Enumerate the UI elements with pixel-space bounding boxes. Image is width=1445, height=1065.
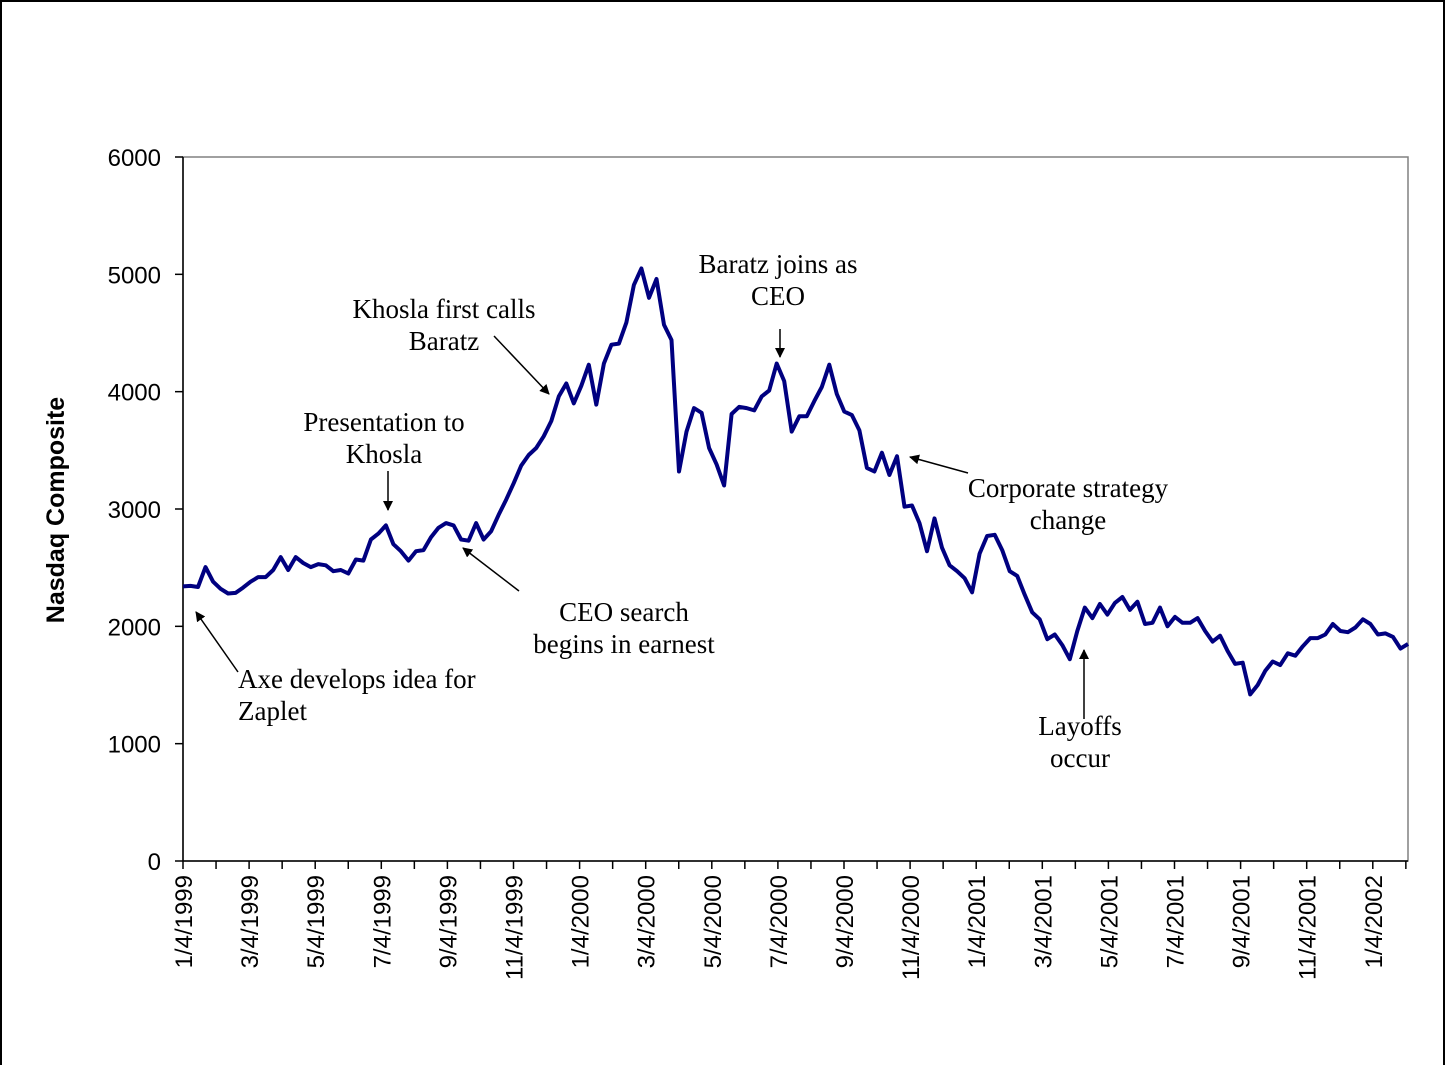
annotation-line: CEO search	[559, 597, 689, 627]
y-tick-label: 2000	[108, 614, 161, 641]
annotation-3: CEO search begins in earnest	[462, 547, 715, 659]
annotation-line: Zaplet	[238, 696, 307, 726]
annotation-line: Layoffs	[1038, 711, 1121, 741]
y-tick-label: 6000	[108, 145, 161, 172]
annotation-4: Khosla first calls Baratz	[353, 294, 550, 395]
annotation-text: Axe develops idea for Zaplet	[238, 664, 476, 726]
annotation-arrow	[909, 454, 969, 474]
annotation-line: occur	[1050, 743, 1110, 773]
annotation-6: Corporate strategy change	[909, 454, 1169, 535]
annotation-1: Axe develops idea for Zaplet	[195, 611, 476, 726]
x-tick-label: 11/4/2000	[898, 875, 925, 980]
annotation-text: Baratz joins as CEO	[699, 249, 858, 311]
annotation-line: Corporate strategy	[968, 473, 1169, 503]
annotation-text: CEO search begins in earnest	[533, 597, 715, 659]
y-tick-label: 0	[148, 849, 161, 876]
annotations: Axe develops idea for Zaplet Presentation …	[195, 249, 1169, 773]
x-tick-label: 7/4/2001	[1163, 875, 1190, 968]
annotation-5: Baratz joins as CEO	[699, 249, 858, 358]
annotation-line: Baratz	[409, 326, 479, 356]
x-tick-label: 11/4/1999	[502, 875, 529, 980]
x-tick-label: 9/4/2000	[832, 875, 859, 968]
annotation-7: Layoffs occur	[1038, 649, 1122, 773]
y-tick-label: 4000	[108, 380, 161, 407]
annotation-text: Khosla first calls Baratz	[353, 294, 536, 356]
x-tick-label: 5/4/1999	[303, 875, 330, 968]
y-tick-label: 1000	[108, 732, 161, 759]
annotation-text: Layoffs occur	[1038, 711, 1121, 773]
x-tick-label: 3/4/2001	[1030, 875, 1057, 968]
x-tick-label: 5/4/2001	[1096, 875, 1123, 968]
x-tick-label: 1/4/2002	[1361, 875, 1388, 968]
x-tick-label: 3/4/1999	[237, 875, 264, 968]
annotation-line: begins in earnest	[533, 629, 715, 659]
y-tick-label: 3000	[108, 497, 161, 524]
annotation-line: Khosla first calls	[353, 294, 536, 324]
x-tick-label: 3/4/2000	[634, 875, 661, 968]
annotation-text: Presentation to Khosla	[303, 407, 464, 469]
annotation-line: Khosla	[346, 439, 423, 469]
annotation-arrow	[462, 547, 520, 592]
annotation-line: Presentation to	[303, 407, 464, 437]
annotation-line: change	[1030, 505, 1106, 535]
y-tick-label: 5000	[108, 262, 161, 289]
annotation-arrow	[195, 611, 239, 673]
annotation-arrow	[493, 335, 550, 395]
x-tick-label: 9/4/1999	[435, 875, 462, 968]
series-line-nasdaq	[182, 266, 1410, 697]
x-tick-label: 5/4/2000	[700, 875, 727, 968]
x-axis: 1/4/1999 3/4/1999 5/4/1999 7/4/1999 9/4/1999…	[171, 861, 1407, 980]
x-tick-label: 1/4/2001	[964, 875, 991, 968]
annotation-line: Axe develops idea for	[238, 664, 476, 694]
y-axis-label: Nasdaq Composite	[42, 397, 70, 624]
x-tick-label: 11/4/2001	[1295, 875, 1322, 980]
x-tick-label: 7/4/1999	[369, 875, 396, 968]
x-tick-label: 7/4/2000	[766, 875, 793, 968]
annotation-line: Baratz joins as	[699, 249, 858, 279]
annotation-2: Presentation to Khosla	[303, 407, 465, 511]
x-tick-label: 9/4/2001	[1229, 875, 1256, 968]
annotation-line: CEO	[751, 281, 805, 311]
x-tick-label: 1/4/2000	[568, 875, 595, 968]
y-axis: 0 1000 2000 3000 4000 5000 6000	[108, 145, 183, 876]
x-tick-label: 1/4/1999	[171, 875, 198, 968]
annotation-text: Corporate strategy change	[968, 473, 1169, 535]
